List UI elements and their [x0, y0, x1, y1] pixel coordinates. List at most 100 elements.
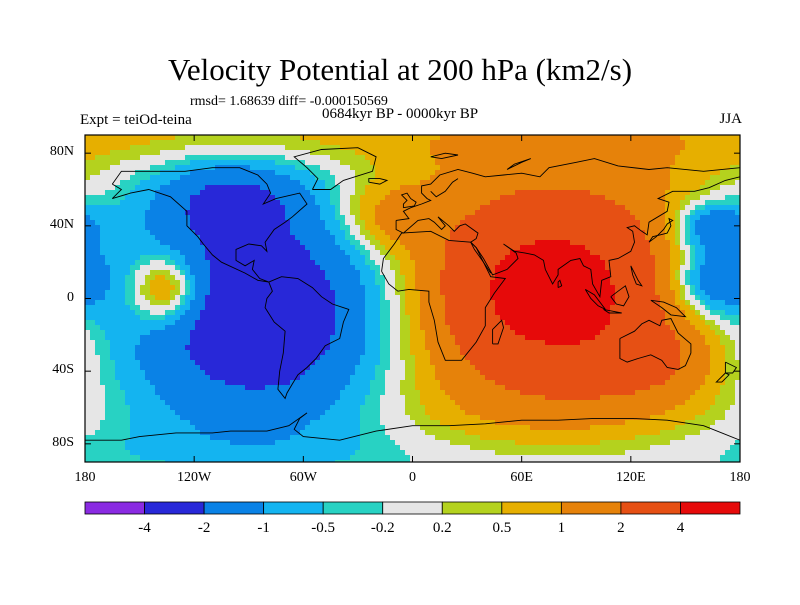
field-cell	[355, 375, 361, 381]
field-cell	[385, 340, 391, 346]
field-cell	[200, 345, 206, 351]
field-cell	[205, 215, 211, 221]
field-cell	[410, 175, 416, 181]
field-cell	[390, 320, 396, 326]
field-cell	[140, 185, 146, 191]
field-cell	[315, 350, 321, 356]
field-cell	[175, 455, 181, 461]
field-cell	[320, 250, 326, 256]
field-cell	[340, 375, 346, 381]
field-cell	[285, 180, 291, 186]
field-cell	[445, 175, 451, 181]
field-cell	[170, 210, 176, 216]
field-cell	[230, 310, 236, 316]
field-cell	[90, 135, 96, 141]
field-cell	[280, 180, 286, 186]
field-cell	[130, 140, 136, 146]
field-cell	[405, 300, 411, 306]
field-cell	[160, 340, 166, 346]
field-cell	[190, 395, 196, 401]
field-cell	[210, 250, 216, 256]
field-cell	[430, 295, 436, 301]
field-cell	[345, 285, 351, 291]
field-cell	[335, 225, 341, 231]
field-cell	[155, 415, 161, 421]
field-cell	[295, 305, 301, 311]
field-cell	[425, 235, 431, 241]
field-cell	[455, 205, 461, 211]
field-cell	[260, 200, 266, 206]
field-cell	[245, 420, 251, 426]
field-cell	[110, 230, 116, 236]
field-cell	[360, 280, 366, 286]
field-cell	[335, 135, 341, 141]
field-cell	[430, 305, 436, 311]
field-cell	[185, 360, 191, 366]
field-cell	[145, 415, 151, 421]
field-cell	[235, 145, 241, 151]
field-cell	[375, 230, 381, 236]
field-cell	[395, 260, 401, 266]
field-cell	[95, 210, 101, 216]
field-cell	[230, 425, 236, 431]
field-cell	[230, 410, 236, 416]
field-cell	[440, 210, 446, 216]
field-cell	[420, 385, 426, 391]
field-cell	[265, 285, 271, 291]
field-cell	[395, 445, 401, 451]
field-cell	[340, 435, 346, 441]
field-cell	[150, 340, 156, 346]
field-cell	[320, 145, 326, 151]
field-cell	[330, 265, 336, 271]
field-cell	[235, 455, 241, 461]
field-cell	[460, 300, 466, 306]
field-cell	[160, 145, 166, 151]
field-cell	[310, 155, 316, 161]
field-cell	[255, 260, 261, 266]
field-cell	[270, 365, 276, 371]
field-cell	[90, 345, 96, 351]
field-cell	[395, 210, 401, 216]
field-cell	[225, 190, 231, 196]
field-cell	[375, 365, 381, 371]
field-cell	[240, 305, 246, 311]
field-cell	[250, 255, 256, 261]
field-cell	[95, 300, 101, 306]
field-cell	[185, 265, 191, 271]
field-cell	[415, 355, 421, 361]
field-cell	[405, 220, 411, 226]
field-cell	[270, 260, 276, 266]
field-cell	[410, 340, 416, 346]
field-cell	[255, 200, 261, 206]
field-cell	[115, 395, 121, 401]
field-cell	[395, 400, 401, 406]
field-cell	[420, 430, 426, 436]
field-cell	[85, 205, 91, 211]
field-cell	[335, 245, 341, 251]
field-cell	[85, 325, 91, 331]
field-cell	[355, 445, 361, 451]
field-cell	[165, 390, 171, 396]
field-cell	[395, 230, 401, 236]
field-cell	[260, 140, 266, 146]
field-cell	[315, 200, 321, 206]
field-cell	[175, 325, 181, 331]
field-cell	[175, 260, 181, 266]
field-cell	[380, 160, 386, 166]
field-cell	[435, 135, 441, 141]
field-cell	[450, 325, 456, 331]
field-cell	[350, 370, 356, 376]
field-cell	[215, 325, 221, 331]
field-cell	[345, 200, 351, 206]
field-cell	[185, 240, 191, 246]
field-cell	[400, 160, 406, 166]
field-cell	[325, 360, 331, 366]
field-cell	[110, 190, 116, 196]
field-cell	[95, 420, 101, 426]
field-cell	[295, 340, 301, 346]
field-cell	[350, 440, 356, 446]
field-cell	[175, 215, 181, 221]
field-cell	[225, 415, 231, 421]
field-cell	[390, 230, 396, 236]
field-cell	[85, 335, 91, 341]
